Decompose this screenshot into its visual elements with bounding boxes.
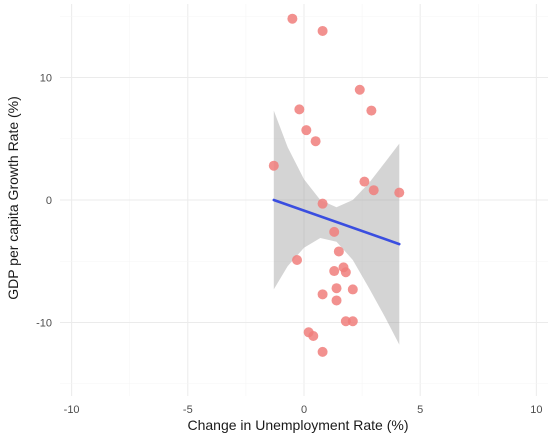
y-tick-label: 10 — [40, 73, 52, 85]
data-point — [331, 283, 342, 294]
data-point — [287, 13, 298, 24]
data-point — [394, 187, 405, 198]
data-point — [292, 255, 303, 266]
data-point — [340, 316, 351, 327]
data-point — [347, 316, 358, 327]
data-point — [317, 289, 328, 300]
x-tick-label: 5 — [417, 404, 423, 416]
data-point — [329, 226, 340, 237]
data-point — [317, 25, 328, 36]
data-point — [340, 267, 351, 278]
x-axis-ticks: -10 -5 0 5 10 — [64, 404, 543, 416]
y-axis-ticks: -10 0 10 — [36, 73, 52, 330]
x-tick-label: -10 — [64, 404, 80, 416]
data-point — [359, 176, 370, 187]
data-point — [308, 330, 319, 341]
data-point — [301, 125, 312, 136]
data-point — [333, 246, 344, 257]
data-point — [347, 284, 358, 295]
data-point — [331, 295, 342, 306]
x-axis-title: Change in Unemployment Rate (%) — [188, 417, 409, 433]
data-point — [310, 136, 321, 147]
data-point — [354, 84, 365, 95]
data-point — [317, 346, 328, 357]
x-tick-label: 10 — [530, 404, 542, 416]
data-point — [268, 160, 279, 171]
x-tick-label: -5 — [183, 404, 193, 416]
data-point — [368, 185, 379, 196]
data-point — [294, 104, 305, 115]
data-point — [317, 198, 328, 209]
y-tick-label: 0 — [46, 195, 52, 207]
y-axis-title: GDP per capita Growth Rate (%) — [5, 96, 21, 300]
data-points — [268, 13, 405, 357]
x-tick-label: 0 — [301, 404, 307, 416]
data-point — [366, 105, 377, 116]
data-point — [329, 266, 340, 277]
trend-line — [272, 198, 401, 246]
grid-lines — [60, 4, 548, 396]
y-tick-label: -10 — [36, 318, 52, 330]
